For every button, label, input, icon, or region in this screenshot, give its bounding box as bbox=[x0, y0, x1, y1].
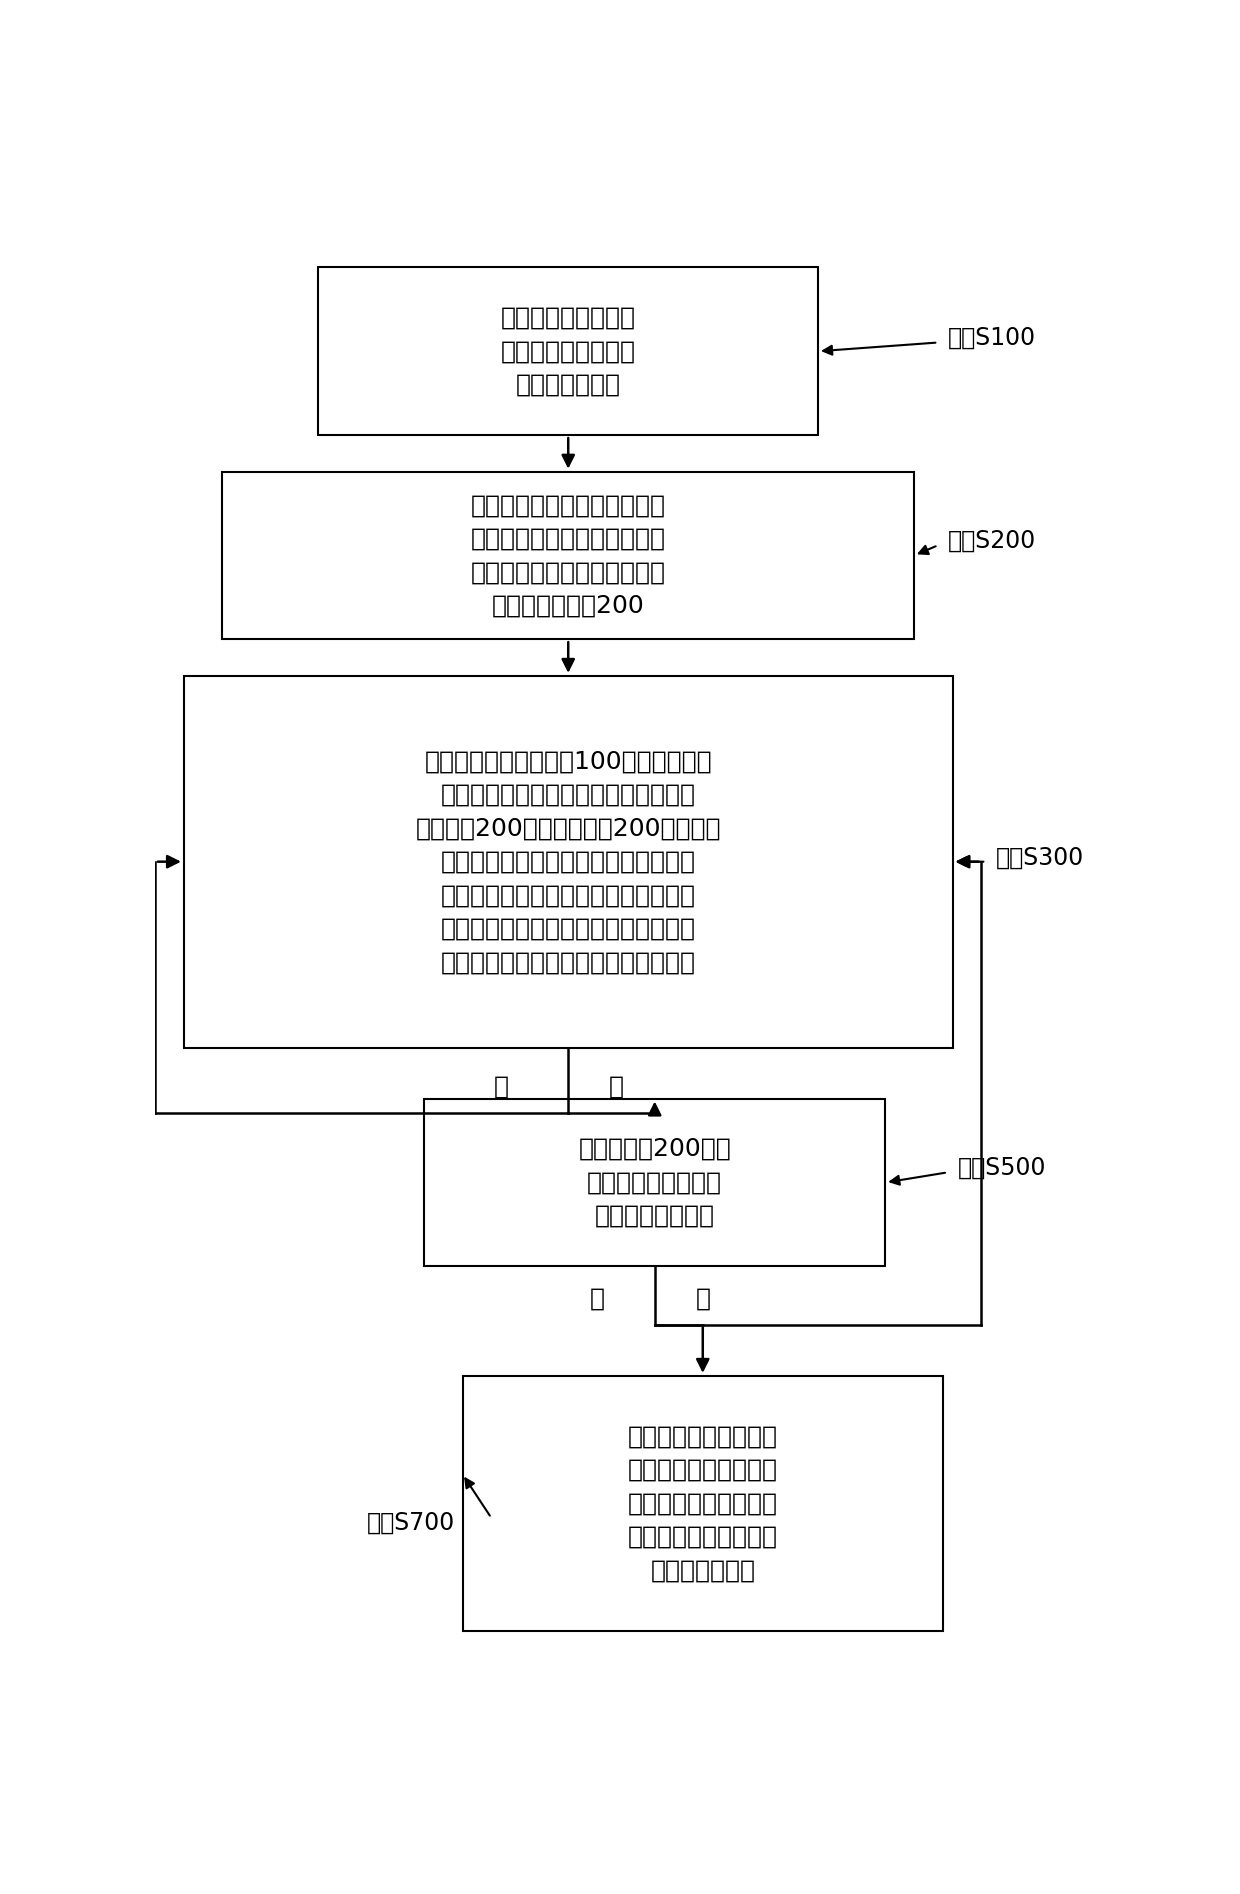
Text: 充电锂电池上锁停止使
用，返还交付充电锂电
池，退回充电锂电池预
付押金，整个充电锂电
池租赁过程结束: 充电锂电池上锁停止使 用，返还交付充电锂电 池，退回充电锂电池预 付押金，整个充… bbox=[627, 1424, 777, 1581]
Text: 预付押金进行下单租
贳充电锂电池，充电
锂电池进行交付: 预付押金进行下单租 贳充电锂电池，充电 锂电池进行交付 bbox=[501, 305, 636, 396]
Text: 是: 是 bbox=[609, 1074, 624, 1099]
Text: 充电锂电池管理子系统100上传检测到的
充电锂电池实际消耗的能量焦耳数至云
端服务器200，云端服务器200计算充电
锂电池实际消耗的能量焦耳数占充电锂
电池在: 充电锂电池管理子系统100上传检测到的 充电锂电池实际消耗的能量焦耳数至云 端服… bbox=[415, 750, 720, 974]
Text: 步骤S700: 步骤S700 bbox=[367, 1510, 455, 1534]
Text: 步骤S100: 步骤S100 bbox=[947, 326, 1035, 350]
Text: 步骤S500: 步骤S500 bbox=[957, 1155, 1045, 1180]
Bar bbox=[319, 267, 818, 436]
Bar bbox=[184, 676, 952, 1047]
Text: 否: 否 bbox=[696, 1286, 711, 1311]
Bar bbox=[424, 1099, 885, 1267]
Bar bbox=[463, 1375, 942, 1631]
Text: 云端服务器200判断
充电锂电池是否还有
新的预付租赁费用: 云端服务器200判断 充电锂电池是否还有 新的预付租赁费用 bbox=[578, 1136, 732, 1227]
Bar bbox=[222, 472, 914, 640]
Text: 是: 是 bbox=[589, 1286, 605, 1311]
Text: 步骤S200: 步骤S200 bbox=[947, 528, 1037, 553]
Text: 步骤S300: 步骤S300 bbox=[996, 845, 1084, 869]
Text: 否: 否 bbox=[494, 1074, 508, 1099]
Text: 通过支付预付租赁费用实现充
电锂电池进行解锁使用，并将
充电锂电池的解锁信息实时上
传至云端服务器200: 通过支付预付租赁费用实现充 电锂电池进行解锁使用，并将 充电锂电池的解锁信息实时… bbox=[471, 492, 666, 617]
